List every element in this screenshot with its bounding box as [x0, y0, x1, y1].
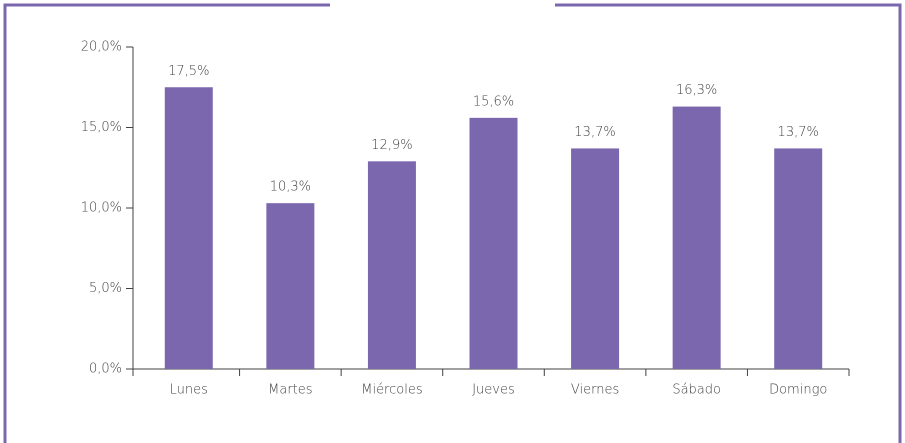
x-tick-label: Miércoles — [361, 383, 422, 398]
value-label: 13,7% — [778, 125, 819, 140]
x-tick-label: Viernes — [571, 383, 619, 398]
bar — [266, 203, 315, 369]
frame-right — [555, 3, 902, 443]
bar — [774, 148, 823, 369]
value-label: 12,9% — [371, 138, 412, 153]
y-tick-label: 5,0% — [89, 281, 122, 296]
value-label: 17,5% — [168, 64, 209, 79]
x-tick-label: Sábado — [672, 383, 721, 398]
x-tick-label: Jueves — [472, 383, 515, 398]
value-label: 10,3% — [270, 180, 311, 195]
value-label: 16,3% — [676, 83, 717, 98]
value-label: 13,7% — [574, 125, 615, 140]
y-tick-label: 20,0% — [81, 40, 122, 55]
frame-left — [3, 3, 330, 443]
y-tick-label: 15,0% — [81, 120, 122, 135]
frame — [3, 3, 902, 443]
bar — [672, 106, 721, 369]
bar — [164, 87, 213, 369]
bar — [367, 161, 416, 369]
y-tick-label: 10,0% — [81, 201, 122, 216]
x-tick-label: Domingo — [769, 383, 827, 398]
bar — [571, 148, 620, 369]
value-label: 15,6% — [473, 94, 514, 109]
y-tick-label: 0,0% — [89, 362, 122, 377]
bar — [469, 117, 518, 369]
x-tick-label: Lunes — [170, 383, 208, 398]
x-tick-label: Martes — [268, 383, 312, 398]
